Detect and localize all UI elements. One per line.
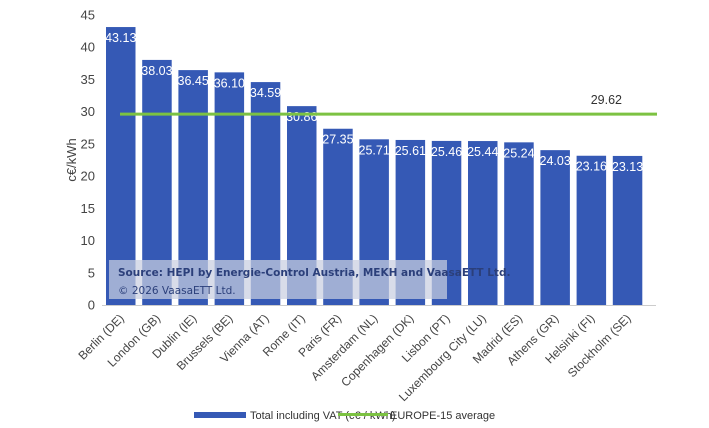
y-tick-label: 25 [81, 136, 95, 151]
legend-swatch-average [338, 413, 388, 416]
bar-value-label: 30.86 [286, 110, 317, 124]
bar [504, 142, 534, 305]
bar-value-label: 25.46 [431, 145, 462, 159]
y-tick-label: 10 [81, 233, 95, 248]
x-axis-labels: Berlin (DE)London (GB)Dublin (IE)Brussel… [75, 311, 633, 404]
y-tick-label: 35 [81, 72, 95, 87]
bar-value-label: 25.44 [467, 145, 498, 159]
bar-value-label: 23.16 [576, 160, 607, 174]
bar-value-label: 27.35 [322, 133, 353, 147]
bar-value-label: 36.10 [214, 76, 245, 90]
bar-value-label: 38.03 [141, 64, 172, 78]
bar-value-label: 25.61 [395, 144, 426, 158]
legend: Total including VAT (c€ / kWh) EUROPE-15… [194, 410, 495, 422]
y-tick-label: 40 [81, 40, 95, 55]
y-tick-label: 15 [81, 201, 95, 216]
legend-label-average: EUROPE-15 average [390, 410, 495, 422]
bar [540, 150, 570, 305]
source-text: Source: HEPI by Energie-Control Austria,… [118, 267, 510, 279]
y-tick-label: 45 [81, 8, 95, 23]
y-tick-label: 30 [81, 104, 95, 119]
copyright-text: © 2026 VaasaETT Ltd. [118, 285, 236, 297]
bar [576, 155, 607, 305]
x-tick-label: Stockholm (SE) [565, 311, 634, 380]
bar-value-label: 34.59 [250, 86, 281, 100]
bar-value-label: 25.24 [503, 146, 534, 160]
legend-swatch-bars [194, 412, 246, 418]
y-axis-label: c€/kWh [64, 138, 79, 181]
source-box: Source: HEPI by Energie-Control Austria,… [109, 260, 510, 299]
bar [468, 141, 498, 305]
bar [106, 27, 136, 305]
y-tick-label: 5 [88, 265, 95, 280]
bar-value-label: 36.45 [178, 74, 209, 88]
average-line-series: 29.62 [120, 93, 657, 116]
bar-value-label: 23.13 [612, 160, 643, 174]
y-tick-label: 20 [81, 169, 95, 184]
average-value-label: 29.62 [591, 93, 622, 107]
y-tick-label: 0 [88, 298, 95, 313]
bar-value-label: 43.13 [105, 31, 136, 45]
bar-value-label: 24.03 [540, 154, 571, 168]
y-axis: 0 5 10 15 20 25 30 35 40 45 [81, 8, 95, 313]
bar [612, 155, 643, 305]
bar-value-label: 25.71 [359, 143, 390, 157]
